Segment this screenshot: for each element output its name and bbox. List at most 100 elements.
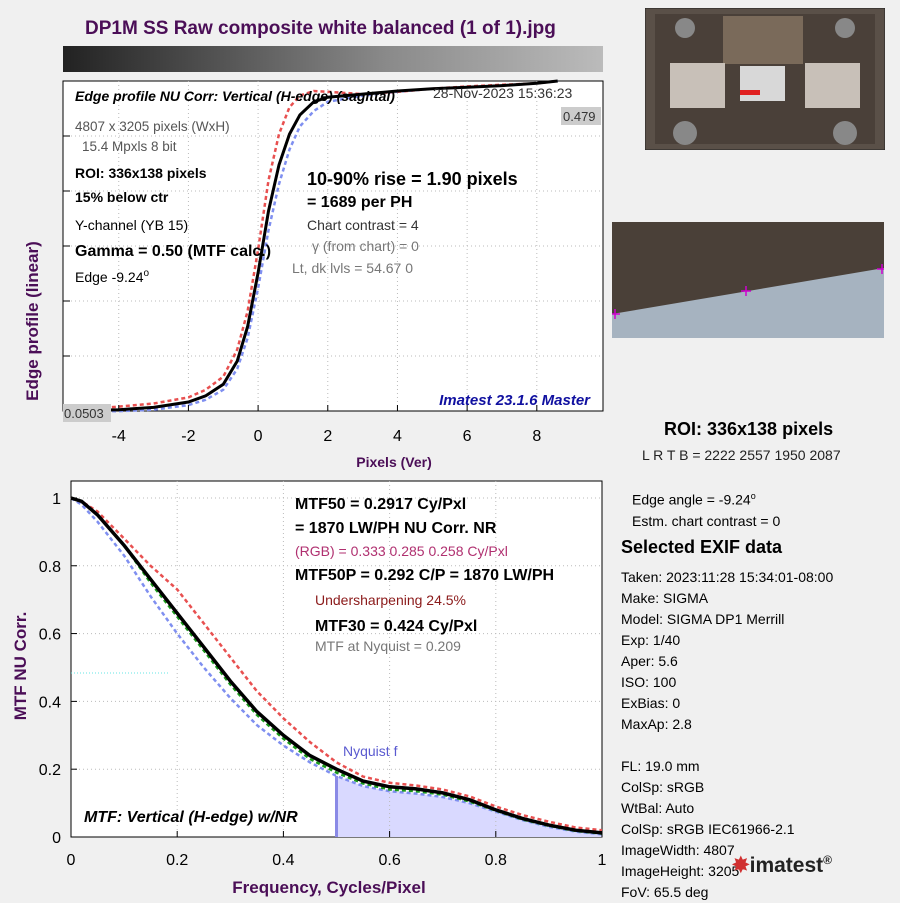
edge-series-black xyxy=(62,79,558,413)
page-title: DP1M SS Raw composite white balanced (1 … xyxy=(85,18,556,39)
edge-below: 15% below ctr xyxy=(75,189,169,205)
exif-line: MaxAp: 2.8 xyxy=(621,716,692,732)
lwph-label: = 1870 LW/PH NU Corr. NR xyxy=(295,520,497,537)
nyquist-area xyxy=(335,775,602,837)
exif-line: FL: 19.0 mm xyxy=(621,758,700,774)
x-tick-label: 4 xyxy=(393,428,402,445)
version-label: Imatest 23.1.6 Master xyxy=(439,392,591,409)
rise-label: 10-90% rise = 1.90 pixels xyxy=(307,169,518,189)
per-ph-label: = 1689 per PH xyxy=(307,194,412,211)
x-tick-label: 0 xyxy=(254,428,263,445)
top-value-box xyxy=(561,107,601,125)
exif-line: ExBias: 0 xyxy=(621,695,681,711)
edge-ylabel: Edge profile (linear) xyxy=(23,241,42,401)
edge-roi: ROI: 336x138 pixels xyxy=(75,165,207,181)
top-value: 0.479 xyxy=(563,109,596,124)
test-chart-thumbnail xyxy=(645,8,885,150)
lt-dk-label: Lt, dk lvls = 54.67 0 xyxy=(292,260,413,276)
color-patches xyxy=(723,16,803,64)
roi-marker xyxy=(740,90,760,95)
y-tick-label: 1 xyxy=(52,491,61,508)
y-tick-label: 0 xyxy=(52,830,61,847)
gamma-chart-label: γ (from chart) = 0 xyxy=(312,238,419,254)
mtf-series-green xyxy=(70,496,603,835)
nyquist-fill xyxy=(336,776,602,837)
exif-line: ColSp: sRGB xyxy=(621,779,705,795)
x-tick-label: 1 xyxy=(598,852,607,869)
exif-line xyxy=(621,735,896,756)
side-estm: Estm. chart contrast = 0 xyxy=(632,513,781,529)
edge-dims: 4807 x 3205 pixels (WxH) xyxy=(75,119,230,134)
mtf-chart: 0 0.2 0.4 0.6 0.8 1 0 0.2 0.4 0.6 0.8 1 MTF50 = 0.2… xyxy=(11,480,607,897)
x-tick-label: 0.6 xyxy=(378,852,400,869)
x-tick-label: 2 xyxy=(323,428,332,445)
x-tick-label: -2 xyxy=(181,428,195,445)
exif-line: ImageWidth: 4807 xyxy=(621,842,735,858)
edge-header: Edge profile NU Corr: Vertical (H-edge) … xyxy=(75,88,395,104)
x-tick-label: 6 xyxy=(463,428,472,445)
y-tick-label: 0.4 xyxy=(39,694,61,711)
exif-line: Make: SIGMA xyxy=(621,590,709,606)
edge-date: 28-Nov-2023 15:36:23 xyxy=(433,85,573,101)
faces-left xyxy=(670,63,725,108)
mtf50-label: MTF50 = 0.2917 Cy/Pxl xyxy=(295,496,466,513)
side-lrtb: L R T B = 2222 2557 1950 2087 xyxy=(642,447,841,463)
side-edge-angle: Edge angle = -9.24o xyxy=(632,491,756,508)
exif-line: Taken: 2023:11:28 15:34:01-08:00 xyxy=(621,569,834,585)
mtf-series-black xyxy=(70,496,603,835)
mtf-series-red xyxy=(70,496,603,832)
exif-line: ColSp: sRGB IEC61966-2.1 xyxy=(621,821,795,837)
x-tick-label: 0.2 xyxy=(166,852,188,869)
nyquist-label: Nyquist f xyxy=(343,743,398,759)
exif-line: WtBal: Auto xyxy=(621,800,695,816)
x-tick-label: 0.4 xyxy=(272,852,294,869)
rgb-label: (RGB) = 0.333 0.285 0.258 Cy/Pxl xyxy=(295,543,508,559)
edge-series xyxy=(62,79,558,413)
x-tick-label: -4 xyxy=(112,428,126,445)
exif-title: Selected EXIF data xyxy=(621,537,783,557)
exif-line: Model: SIGMA DP1 Merrill xyxy=(621,611,785,627)
side-roi: ROI: 336x138 pixels xyxy=(664,419,834,439)
x-tick-label: 0 xyxy=(67,852,76,869)
roi-light xyxy=(612,268,884,338)
edge-channel: Y-channel (YB 15) xyxy=(75,217,188,233)
edge-plot-area xyxy=(62,80,604,412)
edge-grid xyxy=(63,81,603,411)
bottom-value: 0.0503 xyxy=(64,406,104,421)
star-right xyxy=(833,121,857,145)
edge-gamma: Gamma = 0.50 (MTF calc.) xyxy=(75,243,271,260)
bottom-value-box xyxy=(63,404,111,422)
exif-list: Taken: 2023:11:28 15:34:01-08:00 Make: SI… xyxy=(621,567,896,903)
mtf-xlabel: Frequency, Cycles/Pixel xyxy=(232,878,425,897)
imatest-logo: ✸imatest® xyxy=(732,853,832,877)
edge-angle-label: Edge -9.24o xyxy=(75,268,150,285)
exif-line: ImageHeight: 3205 xyxy=(621,863,740,879)
x-tick-label: 8 xyxy=(532,428,541,445)
star-top-right xyxy=(835,18,855,38)
edge-x-ticks: -4 -2 0 2 4 6 8 xyxy=(112,405,541,445)
exif-line: FoV: 65.5 deg xyxy=(621,884,709,900)
y-tick-label: 0.6 xyxy=(39,627,61,644)
gray-strip xyxy=(63,46,603,72)
star-left xyxy=(673,121,697,145)
mtf50p-label: MTF50P = 0.292 C/P = 1870 LW/PH xyxy=(295,567,554,584)
mtf-ticks: 0 0.2 0.4 0.6 0.8 1 0 0.2 0.4 0.6 0.8 1 xyxy=(39,491,607,869)
roi-crop xyxy=(612,222,884,338)
edge-series-blue xyxy=(62,79,558,413)
edge-xlabel: Pixels (Ver) xyxy=(356,454,432,470)
roi-markers xyxy=(612,264,884,319)
edge-mpxls: 15.4 Mpxls 8 bit xyxy=(82,139,177,154)
nyquist-mtf-label: MTF at Nyquist = 0.209 xyxy=(315,638,461,654)
mtf-ylabel: MTF NU Corr. xyxy=(11,612,30,721)
star-top-left xyxy=(675,18,695,38)
exif-line: Aper: 5.6 xyxy=(621,653,678,669)
edge-profile-chart: -4 -2 0 2 4 6 8 Edge profile NU Corr: Vertical… xyxy=(23,79,604,470)
mtf-grid xyxy=(71,481,602,837)
mtf-series xyxy=(70,496,603,836)
exif-line: ISO: 100 xyxy=(621,674,677,690)
x-tick-label: 0.8 xyxy=(485,852,507,869)
mtf30-label: MTF30 = 0.424 Cy/Pxl xyxy=(315,618,477,635)
center-target xyxy=(740,66,785,101)
undersharp-label: Undersharpening 24.5% xyxy=(315,592,466,608)
y-tick-label: 0.8 xyxy=(39,559,61,576)
